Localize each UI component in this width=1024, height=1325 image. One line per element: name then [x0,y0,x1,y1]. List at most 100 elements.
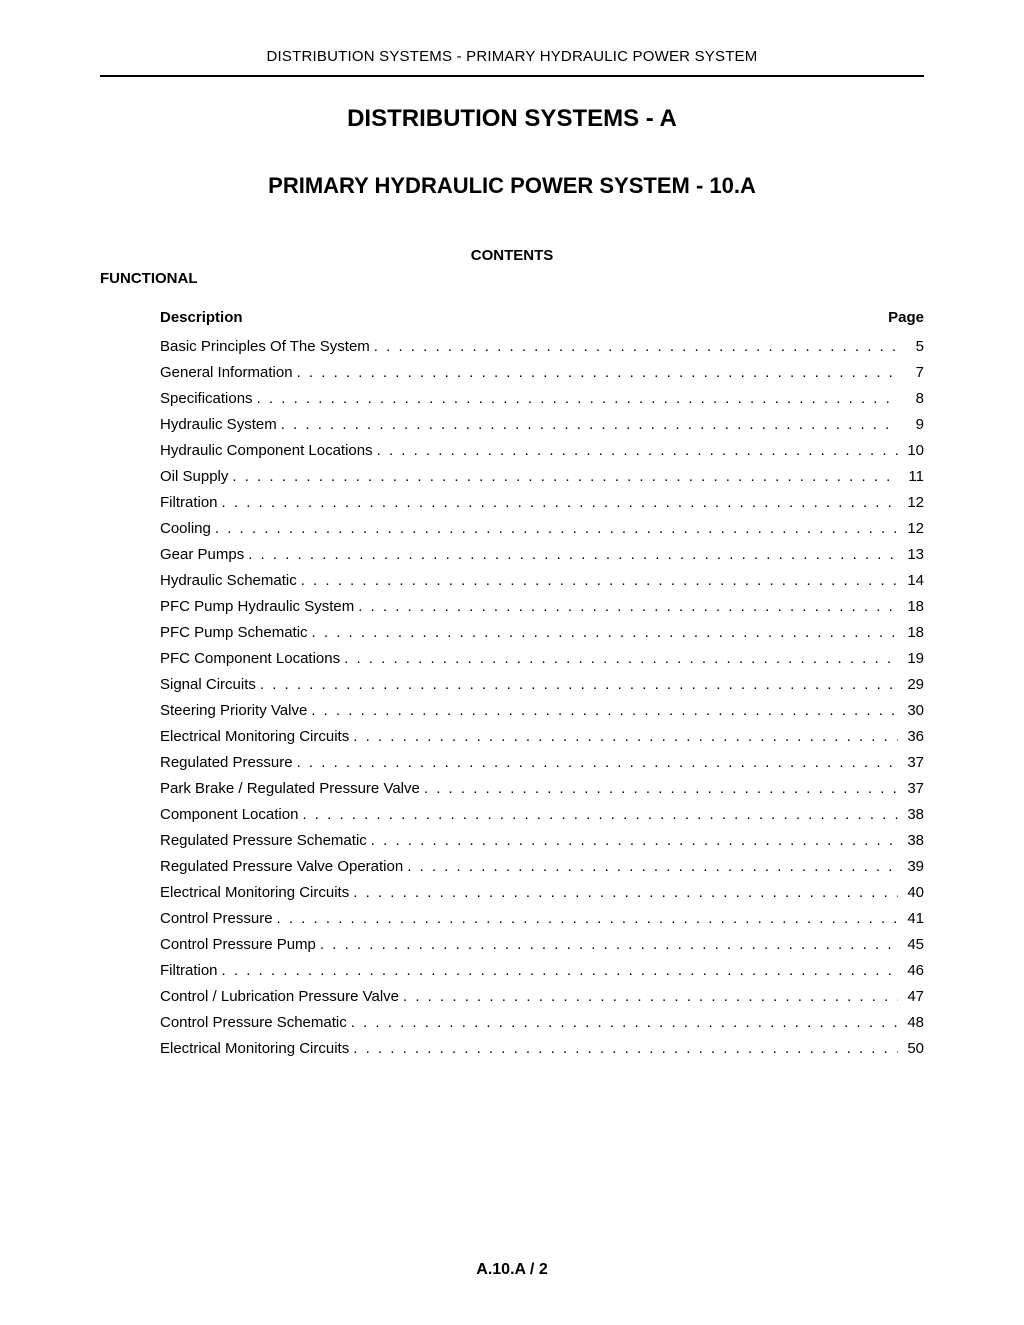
toc-item-page: 12 [902,520,924,537]
toc-item-page: 9 [902,416,924,433]
toc-item-leader [215,520,898,537]
toc-item-leader [407,858,898,875]
toc-item: Specifications 8 [160,390,924,407]
toc-item-desc: Control / Lubrication Pressure Valve [160,988,399,1005]
toc-item-leader [377,442,898,459]
toc-item: PFC Pump Schematic 18 [160,624,924,641]
page-footer: A.10.A / 2 [0,1261,1024,1279]
toc-item-leader [353,1040,898,1057]
toc-item-page: 39 [902,858,924,875]
toc-item-page: 36 [902,728,924,745]
toc-item: Signal Circuits 29 [160,676,924,693]
toc-item: Control / Lubrication Pressure Valve 47 [160,988,924,1005]
toc-item: Regulated Pressure Valve Operation 39 [160,858,924,875]
toc-item: Filtration 12 [160,494,924,511]
toc-item-leader [248,546,898,563]
toc-item-leader [320,936,898,953]
toc-item-page: 38 [902,806,924,823]
toc-item: Regulated Pressure 37 [160,754,924,771]
toc-item-leader [222,494,898,511]
toc-item-page: 50 [902,1040,924,1057]
toc-item: PFC Pump Hydraulic System 18 [160,598,924,615]
toc-col-page: Page [888,309,924,326]
toc-item: General Information 7 [160,364,924,381]
toc-item-page: 10 [902,442,924,459]
toc-item-desc: Steering Priority Valve [160,702,307,719]
toc-item-page: 19 [902,650,924,667]
toc-item-desc: Electrical Monitoring Circuits [160,728,349,745]
toc-item-leader [403,988,898,1005]
toc-item-leader [302,806,898,823]
toc-item-page: 37 [902,754,924,771]
toc-item-leader [232,468,898,485]
toc-item: Cooling 12 [160,520,924,537]
toc-item-leader [260,676,898,693]
toc-item-page: 11 [902,468,924,485]
toc-item-leader [297,364,898,381]
toc-item-leader [351,1014,898,1031]
toc-item-desc: PFC Pump Schematic [160,624,308,641]
header-rule [100,75,924,77]
toc-item-desc: Gear Pumps [160,546,244,563]
toc-item-leader [344,650,898,667]
toc-item-desc: Electrical Monitoring Circuits [160,1040,349,1057]
toc-item-page: 41 [902,910,924,927]
toc-item-leader [301,572,898,589]
toc-item-desc: Regulated Pressure Valve Operation [160,858,403,875]
toc-item-desc: Regulated Pressure [160,754,293,771]
toc-item-page: 29 [902,676,924,693]
toc-item-leader [297,754,898,771]
toc-item-desc: Component Location [160,806,298,823]
toc-item-page: 7 [902,364,924,381]
toc-item-desc: Control Pressure [160,910,273,927]
toc-item-page: 12 [902,494,924,511]
toc-item-page: 14 [902,572,924,589]
toc-item: Electrical Monitoring Circuits 36 [160,728,924,745]
toc-item-desc: Control Pressure Pump [160,936,316,953]
toc-item-page: 8 [902,390,924,407]
toc-item-desc: Control Pressure Schematic [160,1014,347,1031]
toc-item: Control Pressure 41 [160,910,924,927]
toc-item-page: 5 [902,338,924,355]
toc-item-leader [312,624,898,641]
toc-item-desc: Cooling [160,520,211,537]
toc-item-desc: Regulated Pressure Schematic [160,832,367,849]
toc-item-page: 13 [902,546,924,563]
toc-item-leader [371,832,898,849]
subtitle: PRIMARY HYDRAULIC POWER SYSTEM - 10.A [100,173,924,199]
toc-item-desc: PFC Component Locations [160,650,340,667]
toc-item-desc: Signal Circuits [160,676,256,693]
toc-item: Park Brake / Regulated Pressure Valve 37 [160,780,924,797]
toc-item-desc: Basic Principles Of The System [160,338,370,355]
toc-item-page: 30 [902,702,924,719]
toc-item-desc: Hydraulic Schematic [160,572,297,589]
toc-item: Component Location 38 [160,806,924,823]
toc-item-desc: Park Brake / Regulated Pressure Valve [160,780,420,797]
toc-item-leader [222,962,898,979]
toc-item-desc: General Information [160,364,293,381]
toc-item-desc: Electrical Monitoring Circuits [160,884,349,901]
toc-item: Hydraulic Component Locations 10 [160,442,924,459]
toc-item-leader [424,780,898,797]
toc-item-leader [281,416,898,433]
running-header: DISTRIBUTION SYSTEMS - PRIMARY HYDRAULIC… [100,48,924,75]
toc-item-leader [353,728,898,745]
toc-item-page: 40 [902,884,924,901]
toc-item-leader [374,338,898,355]
toc-item: PFC Component Locations 19 [160,650,924,667]
toc-item: Control Pressure Pump 45 [160,936,924,953]
toc-list: Basic Principles Of The System 5 General … [160,338,924,1057]
toc-item: Gear Pumps 13 [160,546,924,563]
toc-item-page: 18 [902,624,924,641]
toc-item: Hydraulic System 9 [160,416,924,433]
toc-item-desc: Filtration [160,494,218,511]
toc-item-leader [277,910,898,927]
toc-item-leader [257,390,898,407]
toc-item-desc: Filtration [160,962,218,979]
contents-label: CONTENTS [100,247,924,264]
toc-item: Hydraulic Schematic 14 [160,572,924,589]
section-label: FUNCTIONAL [100,270,924,287]
toc-item-desc: Oil Supply [160,468,228,485]
toc-item-page: 38 [902,832,924,849]
main-title: DISTRIBUTION SYSTEMS - A [100,105,924,133]
